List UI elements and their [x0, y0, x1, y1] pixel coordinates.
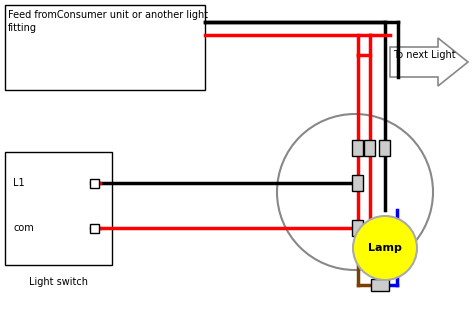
Text: Light switch: Light switch [29, 277, 88, 287]
Bar [371, 279, 389, 291]
Text: L1: L1 [13, 178, 25, 188]
Polygon shape [390, 38, 468, 86]
Bar [91, 179, 100, 187]
Bar [5, 5, 205, 90]
Bar [380, 140, 391, 156]
Bar [365, 140, 375, 156]
Bar [5, 152, 112, 265]
Circle shape [353, 216, 417, 280]
Bar [91, 223, 100, 233]
Bar [353, 140, 364, 156]
Bar [353, 220, 364, 236]
Text: Lamp: Lamp [368, 243, 402, 253]
Text: Feed fromConsumer unit or another light
fitting: Feed fromConsumer unit or another light … [8, 10, 208, 33]
Bar [353, 175, 364, 191]
Circle shape [277, 114, 433, 270]
Text: To next Light: To next Light [393, 50, 456, 60]
Text: com: com [13, 223, 34, 233]
